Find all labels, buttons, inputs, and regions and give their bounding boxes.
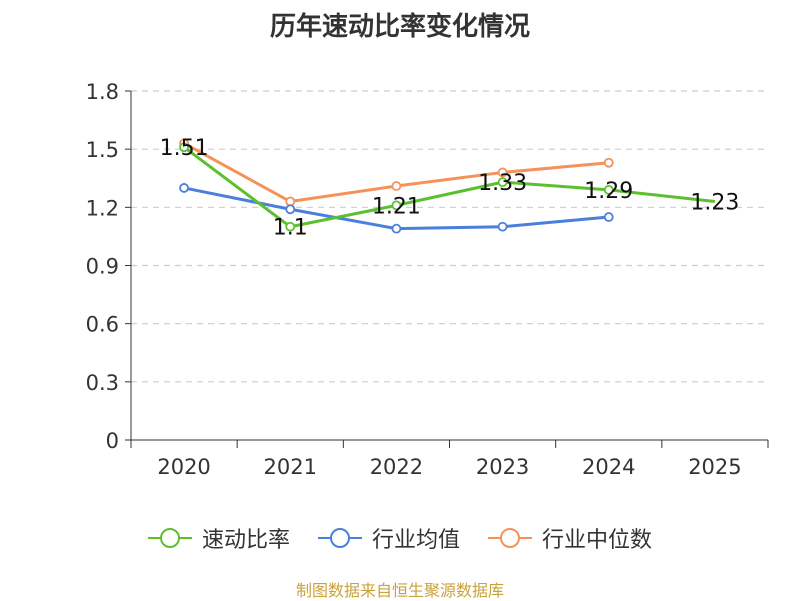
legend-item-industry-median[interactable]: 行业中位数 [488, 522, 652, 554]
series-line-2 [183, 142, 609, 204]
x-tick-label: 2020 [157, 455, 210, 479]
data-point-0 [285, 221, 296, 232]
y-tick-label: 1.2 [86, 196, 119, 220]
legend-icon-quick-ratio [147, 528, 192, 548]
data-label: 1.23 [690, 191, 739, 216]
legend-label-industry-median: 行业中位数 [542, 528, 653, 553]
legend-label-quick-ratio: 速动比率 [201, 528, 290, 553]
x-tick-label: 2023 [476, 455, 529, 479]
y-tick-label: 1.5 [86, 138, 119, 162]
legend-icon-industry-mean [317, 528, 362, 548]
data-label: 1.29 [584, 179, 633, 204]
chart-title: 历年速动比率变化情况 [269, 12, 530, 42]
data-point-2 [391, 181, 402, 191]
y-tick-label: 0.6 [86, 313, 119, 337]
data-point-1 [391, 223, 402, 234]
x-tick-label: 2022 [370, 455, 423, 479]
x-tick-label: 2025 [688, 455, 741, 479]
source-note: 制图数据来自恒生聚源数据库 [295, 581, 504, 600]
data-label: 1.1 [273, 216, 308, 241]
data-point-1 [497, 221, 508, 232]
y-tick-label: 1.8 [86, 80, 119, 104]
data-point-2 [497, 167, 508, 178]
data-point-2 [285, 196, 296, 207]
data-label: 1.33 [478, 171, 527, 196]
data-point-0 [179, 142, 189, 153]
x-tick-label: 2024 [582, 455, 635, 479]
data-point-1 [603, 212, 614, 222]
y-tick-label: 0.3 [86, 371, 119, 395]
data-point-1 [179, 183, 189, 193]
data-point-0 [391, 200, 402, 211]
legend-label-industry-mean: 行业均值 [371, 528, 460, 553]
legend: 速动比率 行业均值 行业中位数 [0, 518, 800, 558]
series-line-0 [183, 146, 716, 229]
legend-icon-industry-median [488, 528, 532, 548]
data-point-0 [497, 177, 508, 188]
data-label: 1.51 [160, 136, 209, 161]
y-tick-label: 0 [106, 429, 119, 453]
data-point-0 [603, 184, 614, 195]
data-point-1 [285, 204, 296, 215]
data-label: 1.21 [372, 194, 421, 219]
data-point-2 [603, 157, 614, 168]
x-tick-label: 2021 [264, 455, 317, 479]
legend-item-industry-mean[interactable]: 行业均值 [317, 522, 460, 554]
legend-item-quick-ratio[interactable]: 速动比率 [147, 522, 290, 554]
y-tick-label: 0.9 [86, 255, 119, 279]
